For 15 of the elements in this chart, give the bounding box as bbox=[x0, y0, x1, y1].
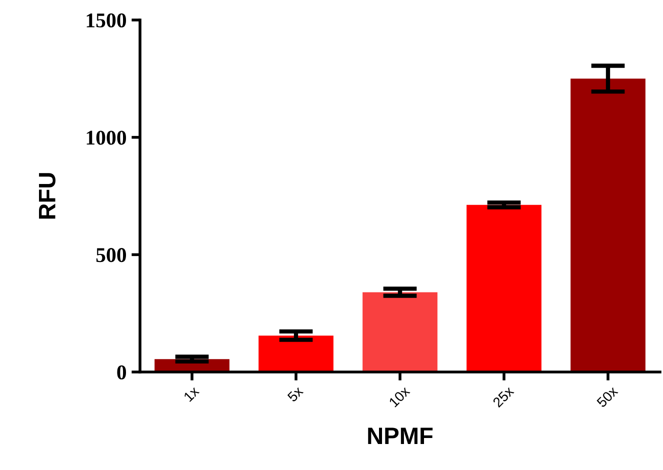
bar bbox=[362, 292, 438, 372]
y-tick-label: 1000 bbox=[86, 130, 126, 145]
bar bbox=[466, 204, 542, 372]
x-tick-label: 5x bbox=[286, 386, 304, 402]
y-tick-label: 0 bbox=[117, 365, 126, 380]
bar bbox=[258, 336, 334, 372]
x-axis-title: NPMF bbox=[368, 428, 433, 444]
x-tick-label: 1x bbox=[183, 386, 200, 402]
y-axis-title: RFU bbox=[38, 173, 56, 219]
x-tick-label: 10x bbox=[388, 386, 410, 408]
x-tick-label: 50x bbox=[596, 386, 618, 408]
y-tick-label: 1500 bbox=[86, 13, 126, 28]
y-tick-label: 500 bbox=[96, 248, 126, 262]
x-tick-label: 25x bbox=[492, 386, 514, 408]
bar bbox=[570, 78, 646, 372]
